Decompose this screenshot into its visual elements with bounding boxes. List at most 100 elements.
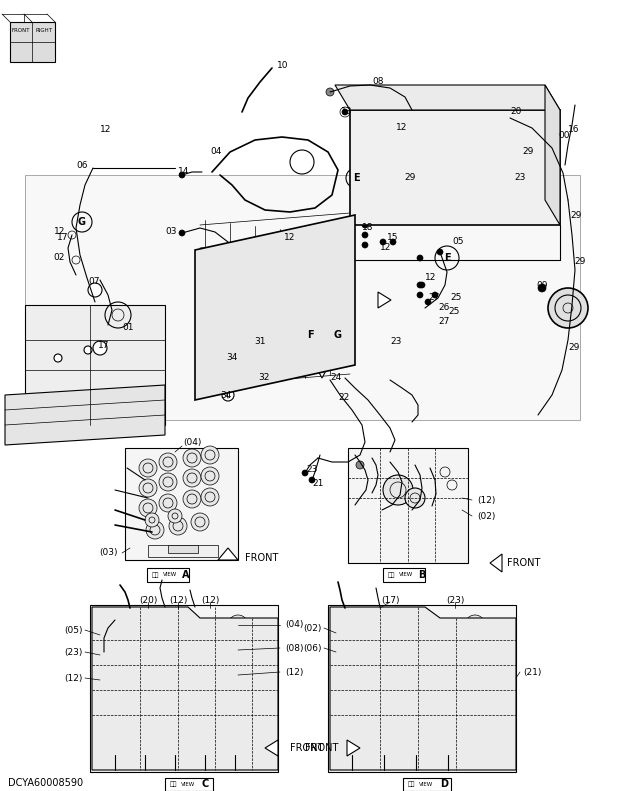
Text: F: F: [307, 330, 313, 340]
Text: (05): (05): [64, 626, 83, 634]
Circle shape: [110, 757, 120, 767]
Circle shape: [548, 288, 588, 328]
Polygon shape: [10, 22, 55, 62]
Text: 12: 12: [284, 233, 295, 243]
Circle shape: [337, 627, 353, 643]
Text: (21): (21): [523, 668, 541, 676]
Circle shape: [283, 316, 297, 330]
Bar: [165, 778, 213, 791]
Circle shape: [188, 643, 208, 663]
Circle shape: [201, 446, 219, 464]
Text: (23): (23): [446, 596, 464, 604]
Circle shape: [139, 459, 157, 477]
Polygon shape: [5, 385, 165, 445]
Circle shape: [208, 285, 222, 299]
Circle shape: [207, 715, 223, 731]
Text: (04): (04): [183, 438, 201, 448]
Polygon shape: [330, 607, 516, 770]
Circle shape: [200, 757, 210, 767]
Circle shape: [507, 115, 513, 121]
Circle shape: [233, 248, 247, 262]
Circle shape: [258, 321, 272, 335]
Circle shape: [432, 292, 438, 298]
Circle shape: [379, 757, 389, 767]
Circle shape: [84, 346, 92, 354]
Circle shape: [388, 620, 408, 640]
Text: 矢視: 矢視: [170, 782, 177, 787]
Bar: [328, 605, 516, 772]
Circle shape: [428, 643, 448, 663]
Text: 25: 25: [450, 293, 461, 302]
Circle shape: [362, 232, 368, 238]
Circle shape: [347, 757, 357, 767]
Text: 矢視: 矢視: [152, 572, 159, 577]
Text: (17): (17): [381, 596, 399, 604]
Text: DCYA60008590: DCYA60008590: [8, 778, 83, 788]
Polygon shape: [195, 215, 355, 400]
Circle shape: [105, 625, 111, 631]
Text: 34: 34: [221, 391, 232, 399]
Circle shape: [233, 327, 247, 341]
Text: VIEW: VIEW: [181, 782, 195, 786]
Text: FRONT: FRONT: [507, 558, 541, 568]
Text: 矢視: 矢視: [408, 782, 415, 787]
Polygon shape: [92, 607, 278, 770]
Circle shape: [150, 695, 170, 715]
Text: 34: 34: [227, 354, 238, 362]
Circle shape: [283, 238, 297, 252]
Circle shape: [405, 488, 425, 508]
Text: 17: 17: [98, 340, 110, 350]
Circle shape: [167, 717, 183, 733]
Circle shape: [356, 461, 364, 469]
Text: 27: 27: [428, 293, 440, 302]
Circle shape: [146, 521, 164, 539]
Circle shape: [383, 475, 413, 505]
Circle shape: [183, 469, 201, 487]
Circle shape: [201, 467, 219, 485]
Polygon shape: [545, 85, 560, 225]
Polygon shape: [212, 285, 225, 305]
Polygon shape: [218, 548, 238, 560]
Circle shape: [258, 269, 272, 283]
Circle shape: [145, 513, 159, 527]
Polygon shape: [315, 365, 329, 378]
Circle shape: [188, 668, 208, 688]
Circle shape: [233, 275, 247, 289]
Circle shape: [156, 636, 164, 644]
Circle shape: [170, 757, 180, 767]
Text: 21: 21: [312, 479, 324, 487]
Bar: [147, 568, 189, 582]
Text: 15: 15: [386, 233, 398, 243]
Circle shape: [228, 690, 248, 710]
Circle shape: [100, 627, 116, 643]
Polygon shape: [378, 292, 391, 308]
Circle shape: [367, 125, 373, 131]
Circle shape: [159, 453, 177, 471]
Text: (20): (20): [139, 596, 157, 604]
Circle shape: [337, 670, 353, 686]
Circle shape: [208, 337, 222, 351]
Circle shape: [169, 517, 187, 535]
Text: 16: 16: [568, 126, 580, 134]
Circle shape: [417, 282, 423, 288]
Polygon shape: [347, 740, 360, 756]
Text: (02): (02): [304, 623, 322, 633]
Text: 25: 25: [448, 308, 459, 316]
Polygon shape: [265, 740, 278, 756]
Circle shape: [465, 665, 485, 685]
Circle shape: [417, 292, 423, 298]
Text: VIEW: VIEW: [419, 782, 433, 786]
Circle shape: [139, 479, 157, 497]
Circle shape: [367, 127, 373, 133]
Text: 27: 27: [438, 317, 450, 327]
Bar: [383, 568, 425, 582]
Bar: [148, 545, 218, 557]
Circle shape: [309, 477, 315, 483]
Circle shape: [183, 449, 201, 467]
Circle shape: [208, 311, 222, 325]
Circle shape: [388, 695, 408, 715]
Circle shape: [188, 618, 208, 638]
Text: 29: 29: [570, 210, 582, 219]
Circle shape: [437, 249, 443, 255]
Circle shape: [244, 374, 252, 382]
